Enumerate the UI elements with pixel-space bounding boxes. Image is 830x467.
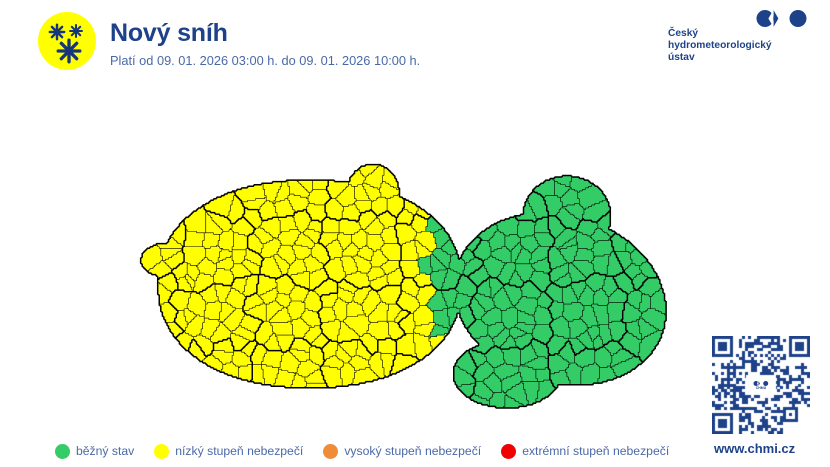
snowflakes-icon	[38, 12, 96, 70]
czech-republic-warning-map[interactable]	[0, 84, 830, 429]
page-header: Nový sníh Platí od 09. 01. 2026 03:00 h.…	[0, 0, 830, 92]
legend-item-low: nízký stupeň nebezpečí	[154, 443, 304, 459]
title-block: Nový sníh Platí od 09. 01. 2026 03:00 h.…	[110, 18, 420, 69]
legend: běžný stav nízký stupeň nebezpečí vysoký…	[55, 440, 689, 462]
legend-label-low: nízký stupeň nebezpečí	[175, 443, 304, 458]
chmi-logo[interactable]: Český hydrometeorologický ústav	[668, 8, 808, 70]
legend-item-high: vysoký stupeň nebezpečí	[323, 443, 482, 459]
legend-item-normal: běžný stav	[55, 443, 135, 459]
chmi-logo-mark-icon	[756, 10, 808, 32]
legend-dot-high-icon	[323, 443, 339, 459]
map-region-west-fill	[140, 164, 448, 388]
logo-line-3: ústav	[668, 52, 695, 64]
page-title: Nový sníh	[110, 19, 228, 47]
legend-dot-normal-icon	[55, 443, 70, 459]
legend-dot-extreme-icon	[501, 443, 517, 459]
qr-center-logo: CHMÚ	[748, 377, 774, 393]
legend-dot-low-icon	[154, 443, 170, 459]
legend-label-high: vysoký stupeň nebezpečí	[344, 443, 482, 458]
chmi-logo-text: Český hydrometeorologický ústav	[668, 28, 772, 64]
legend-item-extreme: extrémní stupeň nebezpečí	[501, 443, 670, 459]
legend-label-normal: běžný stav	[76, 443, 135, 458]
logo-line-1: Český	[668, 28, 699, 39]
qr-center-label: CHMÚ	[755, 385, 767, 390]
logo-line-2: hydrometeorologický	[668, 40, 772, 52]
legend-label-extreme: extrémní stupeň nebezpečí	[522, 443, 670, 458]
map-kraj-borders	[157, 180, 658, 398]
qr-code[interactable]: CHMÚ	[712, 336, 810, 434]
website-url[interactable]: www.chmi.cz	[714, 441, 796, 456]
map-svg	[139, 163, 667, 409]
validity-period: Platí od 09. 01. 2026 03:00 h. do 09. 01…	[110, 53, 421, 68]
